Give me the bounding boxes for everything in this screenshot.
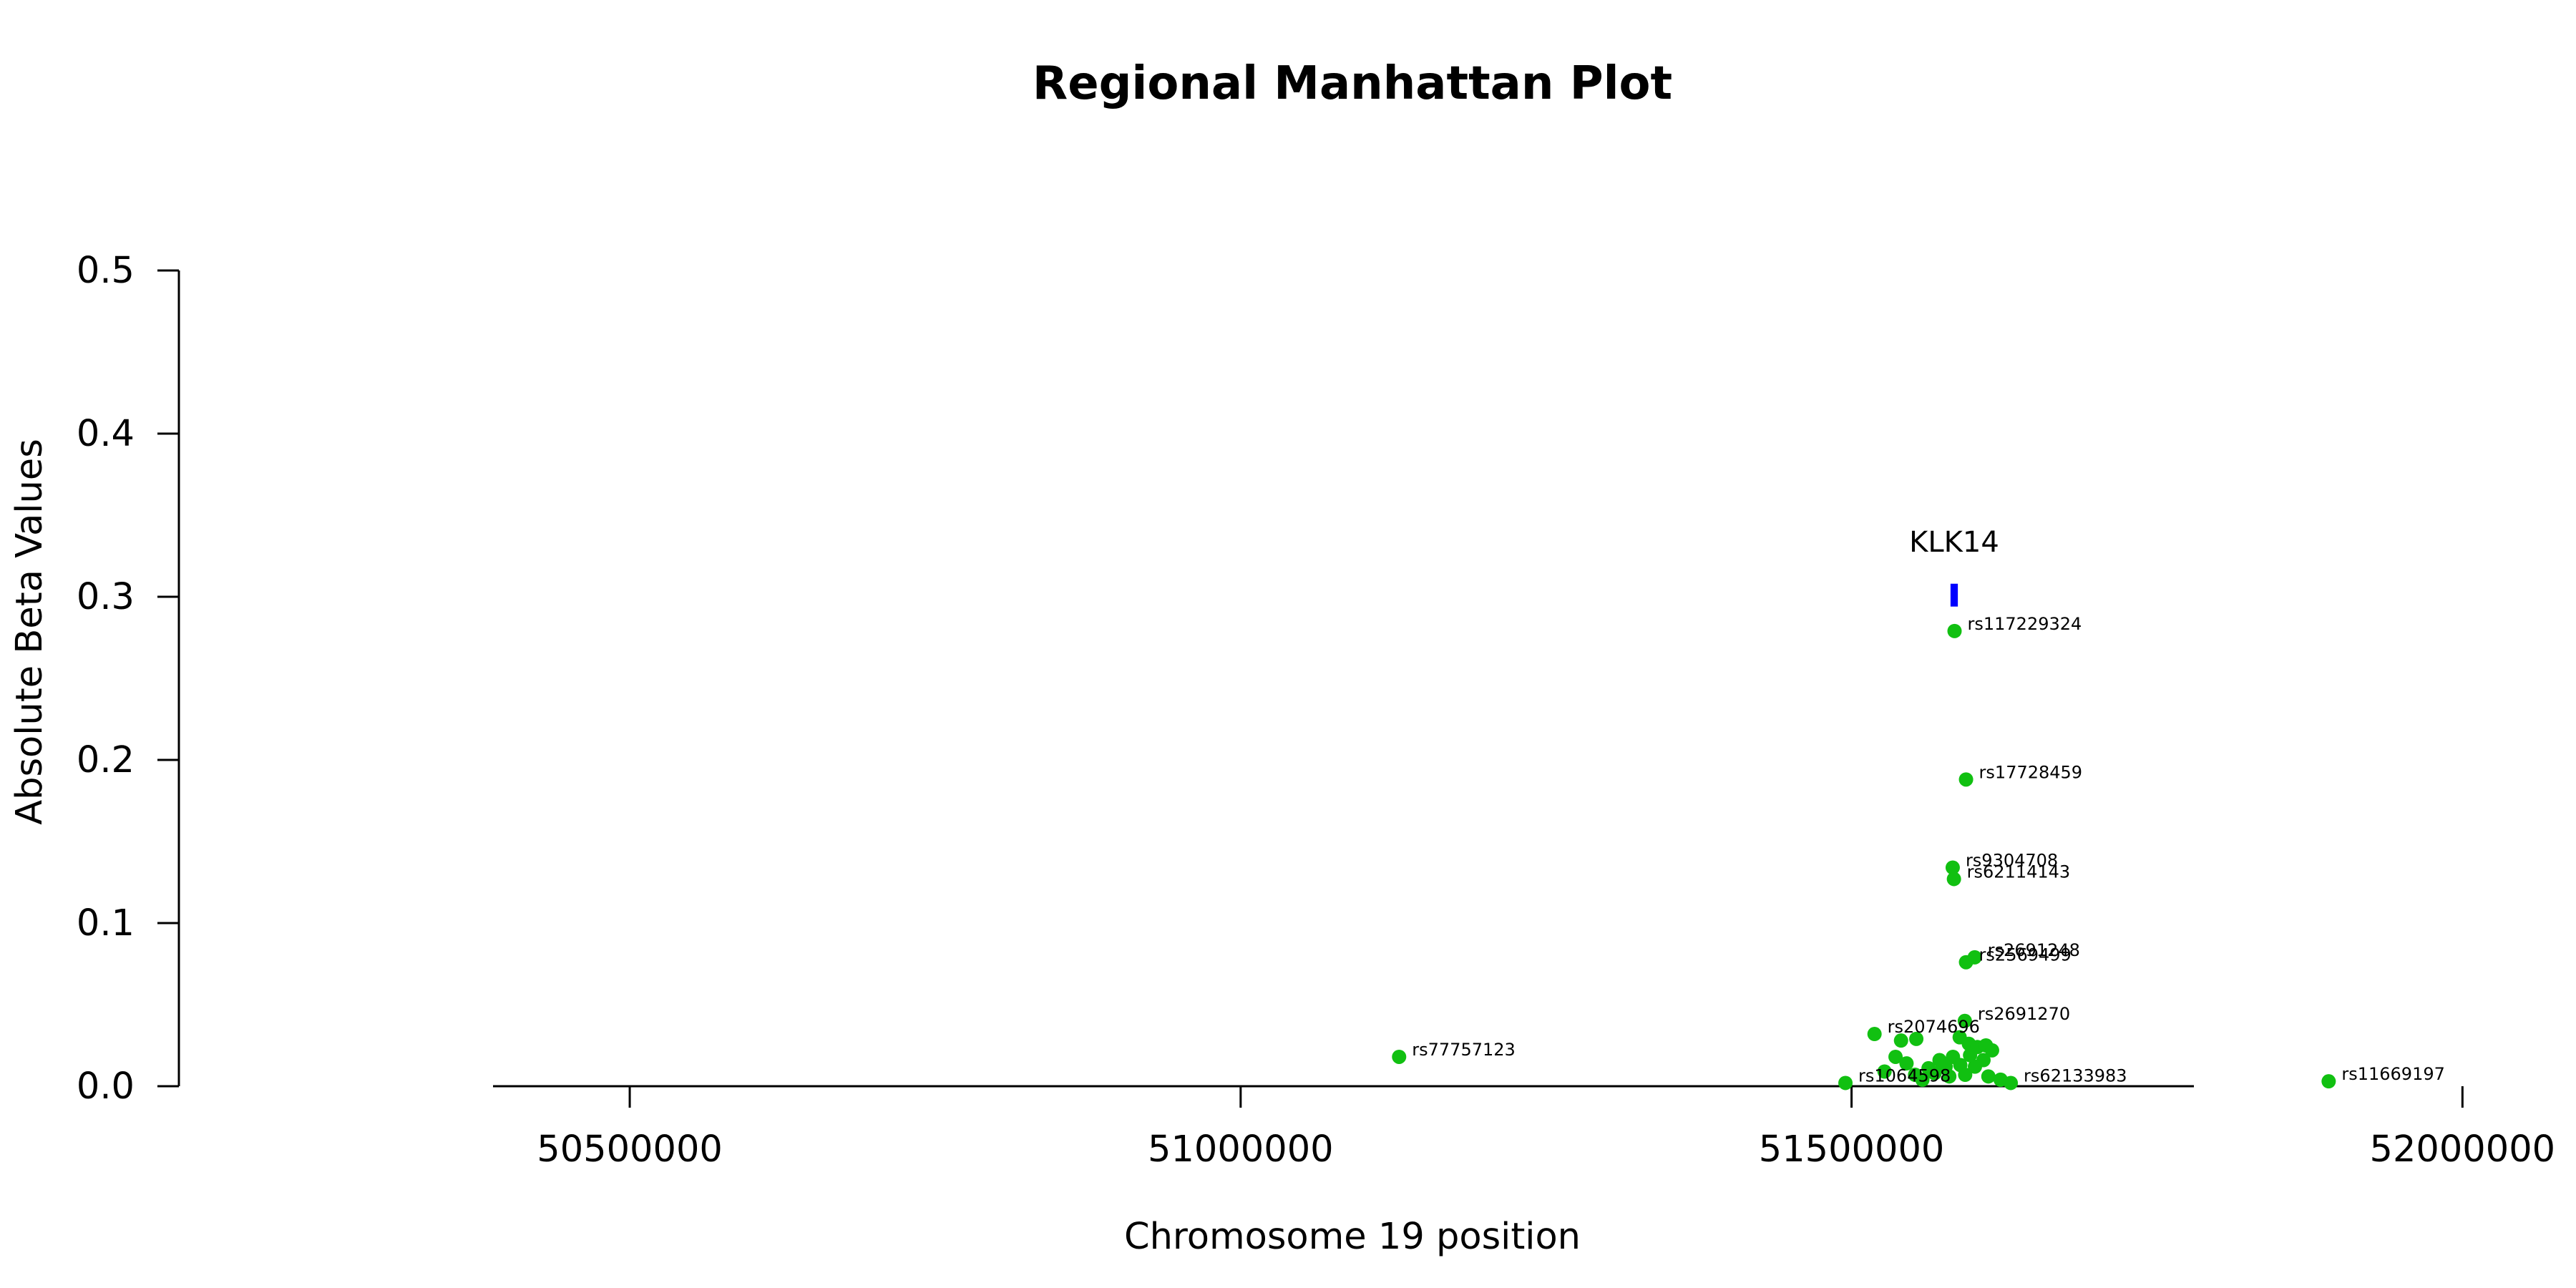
snp-point: [2321, 1074, 2336, 1089]
x-tick-label: 50500000: [537, 1128, 723, 1171]
snp-label: rs11669197: [2341, 1064, 2445, 1084]
snp-point: [1958, 955, 1974, 970]
gene-layer: KLK14: [1909, 526, 1999, 607]
snp-label: rs2074696: [1888, 1017, 1980, 1037]
snp-point: [1392, 1049, 1407, 1064]
snp-label: rs62114143: [1967, 862, 2071, 882]
snp-label: rs62133983: [2024, 1065, 2127, 1085]
y-tick-label: 0.1: [77, 902, 135, 945]
snp-label: rs17728459: [1979, 762, 2083, 782]
x-tick-label: 52000000: [2370, 1128, 2556, 1171]
snp-point: [1877, 1064, 1892, 1079]
y-tick-label: 0.3: [77, 576, 135, 618]
snp-point: [1981, 1069, 1996, 1084]
snp-point: [1899, 1056, 1914, 1071]
y-tick-label: 0.0: [77, 1065, 135, 1108]
snp-label: rs2691270: [1978, 1004, 2070, 1024]
point-layer: [1392, 623, 2336, 1091]
snp-point: [1957, 1013, 1972, 1028]
snp-point: [1946, 872, 1961, 887]
y-axis-label: Absolute Beta Values: [9, 439, 51, 825]
chart-title: Regional Manhattan Plot: [1033, 57, 1672, 110]
y-ticks: 0.0 0.1 0.2 0.3 0.4 0.5: [77, 250, 179, 1108]
snp-label: rs2691248: [1988, 940, 2080, 960]
y-tick-label: 0.2: [77, 739, 135, 781]
x-tick-label: 51500000: [1759, 1128, 1945, 1171]
x-tick-label: 51000000: [1148, 1128, 1334, 1171]
snp-point: [1958, 1068, 1973, 1083]
snp-label: rs9304708: [1966, 850, 2058, 870]
gene-bar: [1950, 583, 1958, 607]
snp-point: [1958, 772, 1974, 787]
snp-point: [2004, 1075, 2019, 1091]
x-ticks: 5050000051000000515000005200000052500000: [537, 1086, 2556, 1171]
snp-point: [1984, 1043, 1999, 1058]
gene-label: KLK14: [1909, 526, 1999, 559]
snp-point: [1968, 1059, 1983, 1074]
snp-point: [1888, 1049, 1903, 1064]
snp-point: [1927, 1065, 1942, 1080]
snp-label: rs2569499: [1979, 945, 2072, 965]
snp-label: rs117229324: [1968, 614, 2082, 634]
snp-label: rs1064598: [1858, 1065, 1951, 1085]
snp-point: [1945, 860, 1960, 875]
snp-point: [1838, 1075, 1853, 1091]
snp-point: [1893, 1033, 1908, 1048]
snp-point: [1963, 1048, 1978, 1063]
snp-point: [1915, 1072, 1930, 1087]
y-tick-label: 0.5: [77, 250, 135, 292]
snp-point: [1867, 1027, 1882, 1042]
snp-point: [1947, 623, 1962, 638]
snp-label: rs77757123: [1412, 1040, 1516, 1060]
label-layer: rs117229324 rs17728459 rs9304708rs62114143…: [1412, 614, 2445, 1086]
y-tick-label: 0.4: [77, 413, 135, 455]
snp-point: [1909, 1031, 1924, 1046]
x-axis-label: Chromosome 19 position: [1124, 1216, 1581, 1258]
snp-point: [1942, 1069, 1957, 1084]
